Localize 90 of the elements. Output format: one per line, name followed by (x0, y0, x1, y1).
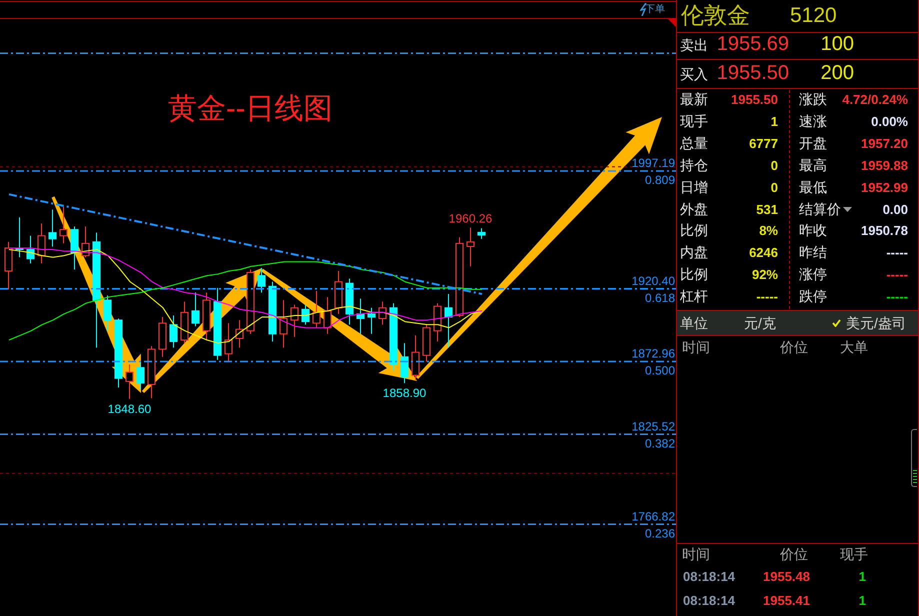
candlestick (290, 304, 298, 338)
text: 5120 (790, 4, 837, 28)
candlestick (444, 294, 452, 348)
text: 涨停 (799, 266, 827, 284)
text: 1 (858, 593, 866, 609)
text: 时间 (682, 546, 710, 563)
text: 1858.90 (382, 386, 426, 400)
text: 1957.20 (861, 136, 908, 152)
ref-line-label: 1997.19 (632, 156, 676, 170)
text: 4.72/0.24% (842, 92, 908, 108)
text: 1959.88 (861, 158, 908, 174)
candlestick (434, 302, 442, 342)
text: 比例 (680, 266, 708, 284)
text: 0.00% (871, 114, 908, 130)
text: 总量 (680, 134, 708, 152)
text: 内盘 (680, 244, 708, 262)
annotation: 0.382 (644, 436, 676, 450)
text: 持仓 (680, 156, 708, 174)
text: 黄金--日线图 (168, 92, 332, 126)
text: 元/克 (744, 315, 776, 332)
text: ----- (886, 245, 908, 262)
text: 最高 (799, 156, 827, 174)
text: 价位 (780, 339, 808, 356)
text: ----- (886, 267, 908, 284)
text: 伦敦金 (681, 2, 750, 28)
text: 1 (858, 569, 866, 585)
candlestick (48, 209, 56, 247)
text: 1848.60 (108, 402, 152, 416)
candlestick (38, 222, 46, 264)
text: 现手 (680, 112, 708, 130)
text: 最低 (799, 178, 827, 196)
text: 涨跌 (799, 91, 827, 108)
annotation: 0.618 (644, 290, 676, 305)
text: 昨收 (799, 222, 827, 240)
candlestick (280, 300, 288, 348)
text: 买入 (680, 66, 708, 83)
text: 速涨 (799, 112, 827, 130)
text: 1955.50 (731, 92, 778, 108)
ref-line-label: 1825.52 (632, 419, 676, 434)
ref-line-label: 1766.82 (632, 509, 676, 524)
text: 日增 (680, 178, 708, 196)
candlestick (268, 281, 276, 342)
text: 单位 (680, 315, 708, 332)
text: 1952.99 (861, 180, 908, 196)
ref-line-label: 1872.96 (632, 346, 676, 361)
candlestick (92, 232, 100, 348)
text: 531 (756, 202, 778, 218)
text: 1 (770, 114, 778, 130)
candlestick (346, 278, 354, 326)
text: 价位 (780, 546, 808, 563)
text: 1950.78 (861, 223, 908, 240)
text: 卖出 (680, 37, 708, 54)
text: 时间 (682, 339, 710, 356)
text: 大单 (840, 339, 868, 356)
text: ----- (756, 289, 778, 306)
text: 200 (820, 62, 854, 85)
text: 杠杆 (680, 288, 708, 306)
text: 跌停 (799, 288, 827, 306)
text: 08:18:14 (683, 569, 736, 585)
text: 0 (770, 180, 778, 196)
text: 8% (759, 223, 778, 240)
annotation: 0.236 (644, 526, 676, 540)
text: 92% (752, 267, 778, 284)
text: 100 (820, 33, 854, 56)
text: 0.00 (882, 202, 908, 218)
text: 1955.41 (763, 593, 810, 609)
annotation: 0.500 (644, 364, 676, 378)
text: 6777 (749, 136, 778, 152)
text: ----- (886, 289, 908, 306)
text: 现手 (840, 546, 868, 563)
text: 下单 (645, 3, 665, 16)
text: 开盘 (799, 134, 827, 152)
annotation: 0.809 (644, 173, 676, 188)
text: 外盘 (680, 200, 708, 218)
candlestick (60, 206, 68, 244)
text: 0 (770, 158, 778, 174)
candlestick (466, 227, 474, 267)
candlestick (126, 364, 134, 400)
text: 1955.69 (716, 33, 789, 56)
text: 比例 (680, 222, 708, 240)
text: 1955.50 (716, 62, 789, 85)
text: 1955.48 (763, 569, 810, 585)
text: 美元/盎司 (846, 315, 906, 332)
text: 结算价 (799, 200, 841, 218)
text: 昨结 (799, 244, 827, 262)
text: 08:18:14 (683, 593, 736, 609)
text: 1960.26 (448, 212, 492, 226)
text: 最新 (680, 91, 708, 108)
ref-line-label: 1920.40 (632, 274, 676, 288)
text: 6246 (749, 245, 778, 262)
